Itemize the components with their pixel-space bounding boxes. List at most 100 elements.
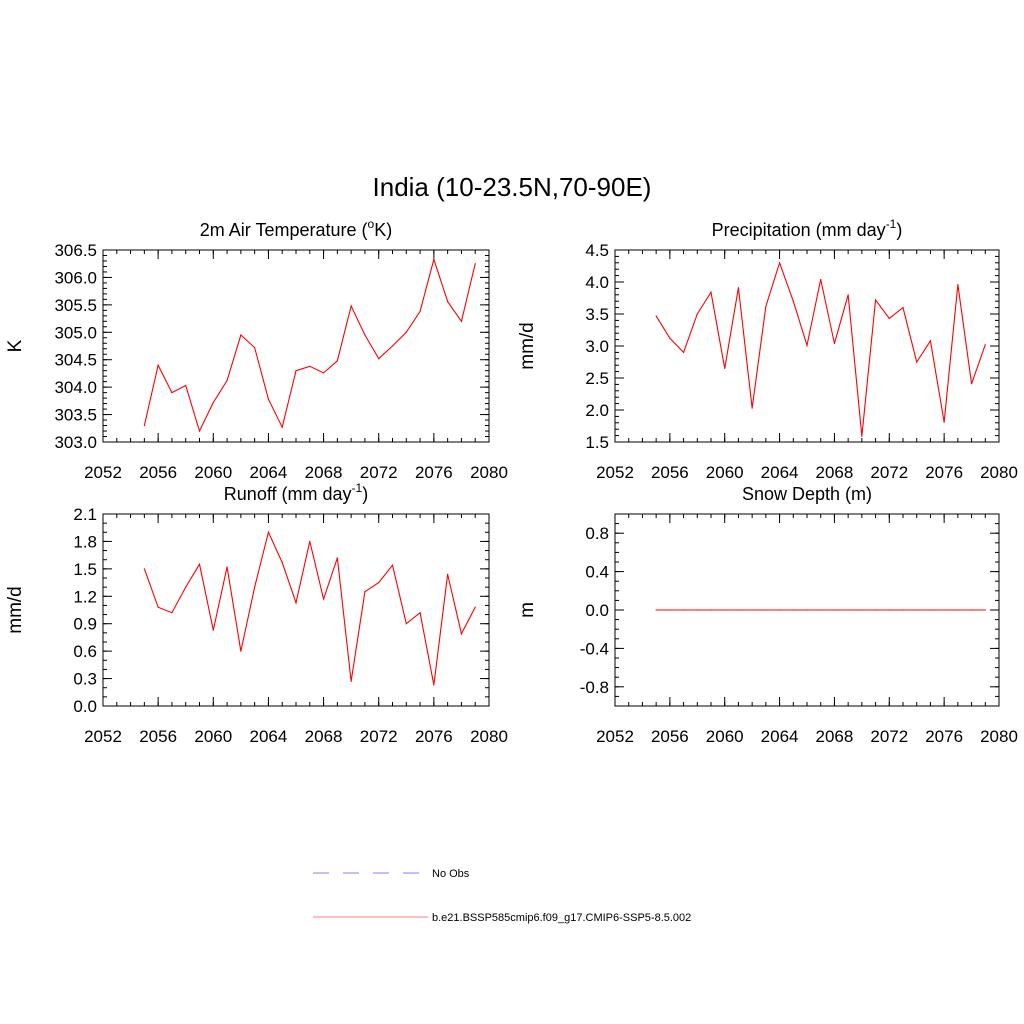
data-point (419, 612, 421, 614)
data-point (957, 609, 959, 611)
panel-title: 2m Air Temperature (oK) (200, 217, 392, 240)
data-point (212, 629, 214, 631)
data-point (281, 561, 283, 564)
data-point (970, 609, 973, 611)
x-tick-label: 2060 (706, 463, 744, 482)
y-tick-label: 303.5 (54, 406, 97, 425)
panel-title: Precipitation (mm day-1) (712, 217, 903, 240)
x-tick-label: 2068 (305, 463, 343, 482)
data-point (792, 609, 794, 611)
data-point (185, 384, 187, 387)
data-point (943, 609, 945, 611)
data-point (724, 609, 726, 611)
data-point (929, 340, 932, 342)
x-tick-label: 2076 (925, 463, 963, 482)
x-tick-label: 2076 (415, 463, 453, 482)
data-point (874, 299, 877, 301)
data-point (226, 566, 228, 568)
data-point (916, 361, 918, 363)
y-tick-label: 305.0 (54, 323, 97, 342)
y-tick-label: 304.0 (54, 378, 97, 397)
data-point (143, 568, 145, 570)
data-point (391, 564, 394, 566)
data-point (336, 360, 338, 362)
y-tick-label: 2.1 (73, 505, 97, 524)
x-tick-label: 2076 (925, 727, 963, 746)
panel-title-suffix: ) (362, 484, 368, 504)
data-point (240, 650, 242, 652)
y-tick-label: -0.8 (580, 678, 609, 697)
x-tick-label: 2068 (816, 727, 854, 746)
series-line (655, 261, 986, 437)
data-point (682, 609, 685, 611)
data-point (240, 334, 242, 336)
panel-title-suffix: K) (374, 220, 392, 240)
panel-air-temperature: 2052 2056 2060 2064 2068 2072 2076 2080 303.0 303… (5, 217, 508, 482)
legend-model-label: b.e21.BSSP585cmip6.f09_g17.CMIP6-SSP5-8.… (432, 912, 691, 924)
y-axis-label: m (517, 602, 538, 618)
data-point (984, 609, 986, 611)
data-point (737, 287, 740, 289)
data-point (364, 334, 366, 336)
data-point (984, 344, 986, 346)
data-point (902, 307, 904, 309)
x-tick-label: 2060 (194, 727, 232, 746)
panel-snow-depth: 2052 2056 2060 2064 2068 2072 2076 2080 -0.8 -0.4… (517, 484, 1018, 746)
data-point (405, 331, 407, 333)
x-tick-label: 2080 (980, 727, 1018, 746)
data-point (350, 680, 352, 682)
data-point (309, 365, 311, 367)
data-point (778, 262, 781, 264)
panel-title-text: 2m Air Temperature ( (200, 220, 368, 240)
data-point (943, 421, 945, 423)
data-point (710, 291, 712, 293)
x-tick-label: 2072 (360, 727, 398, 746)
main-title: India (10-23.5N,70-90E) (373, 172, 652, 202)
x-tick-label: 2072 (360, 463, 398, 482)
data-point (281, 426, 283, 428)
x-tick-label: 2068 (305, 727, 343, 746)
y-tick-label: 305.5 (54, 296, 97, 315)
panel-precipitation: 2052 2056 2060 2064 2068 2072 2076 2080 1.5 2.0 2.… (517, 217, 1018, 482)
x-tick-label: 2052 (84, 727, 122, 746)
data-point (254, 347, 256, 349)
panel-title-text: Snow Depth (m) (742, 484, 872, 504)
panel-title: Runoff (mm day-1) (224, 481, 368, 504)
data-point (171, 392, 173, 394)
data-point (295, 602, 297, 604)
data-point (696, 609, 698, 611)
y-tick-label: 4.0 (585, 273, 609, 292)
data-point (460, 320, 463, 322)
data-point (682, 351, 685, 353)
y-tick-label: 303.0 (54, 433, 97, 452)
x-tick-label: 2068 (816, 463, 854, 482)
data-point (447, 573, 449, 575)
data-point (198, 563, 201, 565)
data-point (378, 581, 380, 584)
data-point (447, 300, 449, 303)
panel-runoff: 2052 2056 2060 2064 2068 2072 2076 2080 0.0 0.3 0.… (5, 481, 508, 746)
plot-frame (102, 249, 490, 443)
x-tick-label: 2072 (870, 463, 908, 482)
data-point (655, 315, 657, 317)
y-tick-label: 0.4 (585, 563, 609, 582)
y-tick-label: 0.3 (73, 670, 97, 689)
x-tick-label: 2056 (651, 727, 689, 746)
y-tick-label: 3.5 (585, 305, 609, 324)
data-point (336, 557, 338, 559)
data-point (737, 609, 740, 611)
data-point (309, 540, 311, 543)
panel-title-text: Runoff (mm day (224, 484, 352, 504)
y-tick-label: 4.5 (585, 241, 609, 260)
panel-title: Snow Depth (m) (742, 484, 872, 504)
data-point (957, 283, 959, 286)
x-tick-label: 2064 (761, 727, 799, 746)
panel-title-suffix: ) (896, 220, 902, 240)
data-point (820, 278, 822, 281)
data-point (350, 305, 352, 307)
data-point (171, 612, 173, 614)
x-tick-label: 2072 (870, 727, 908, 746)
y-tick-label: 1.5 (73, 560, 97, 579)
data-point (267, 531, 270, 533)
